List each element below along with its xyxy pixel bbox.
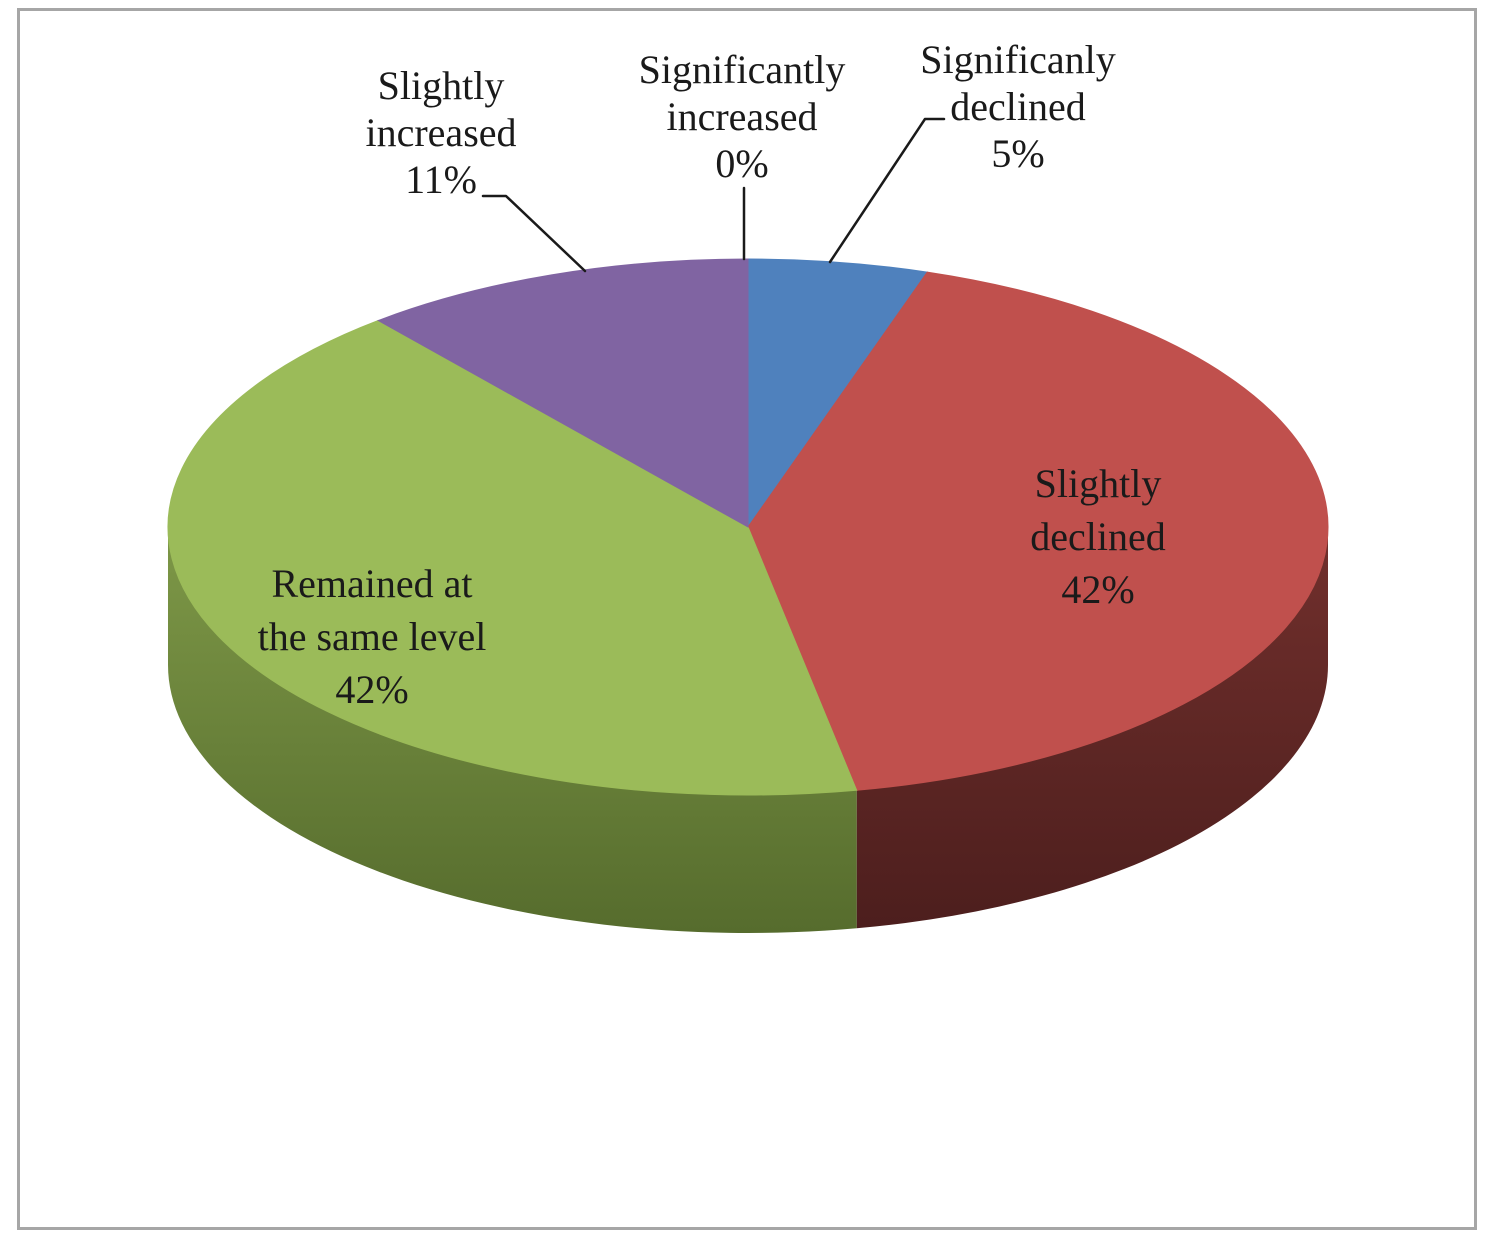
slice-label-remained-same-level: Remained at the same level 42% <box>258 557 487 716</box>
callout-line: Significanly <box>920 37 1116 82</box>
callout-value: 11% <box>405 157 477 202</box>
pie-sides <box>168 527 1328 933</box>
callout-line: Significantly <box>638 47 846 92</box>
slice-label-value: 42% <box>335 667 409 712</box>
pie-side-slightly-declined <box>856 527 1328 929</box>
pie-tops <box>167 258 1329 796</box>
leader-line-significanly-declined <box>828 117 946 264</box>
slice-label-slightly-declined: Slightly declined 42% <box>1030 457 1166 616</box>
callout-value: 0% <box>715 141 769 186</box>
slice-label-line: Remained at <box>271 561 473 606</box>
callout-significantly-increased: Significantly increased 0% <box>639 46 846 187</box>
pie-slice-remained-at-the-same-level <box>167 319 858 796</box>
pie-side-remained-at-the-same-level <box>168 527 857 933</box>
pie-slice-slightly-declined <box>747 271 1329 791</box>
slice-label-value: 42% <box>1061 567 1135 612</box>
leader-lines <box>481 117 946 273</box>
pie-slice-slightly-increased <box>377 258 749 528</box>
slice-label-line: declined <box>1030 514 1166 559</box>
slice-label-line: Slightly <box>1034 461 1162 506</box>
callout-slightly-increased: Slightly increased 11% <box>365 62 516 203</box>
pie-slice-significanly-declined <box>747 258 929 529</box>
callout-value: 5% <box>991 131 1045 176</box>
callout-line: increased <box>365 110 517 155</box>
callout-line: declined <box>950 84 1086 129</box>
callout-line: increased <box>666 94 818 139</box>
chart-border <box>17 8 1477 1230</box>
leader-line-slightly-increased <box>481 194 587 273</box>
callout-significanly-declined: Significanly declined 5% <box>920 36 1116 177</box>
slice-label-line: the same level <box>257 614 487 659</box>
callout-line: Slightly <box>377 63 505 108</box>
